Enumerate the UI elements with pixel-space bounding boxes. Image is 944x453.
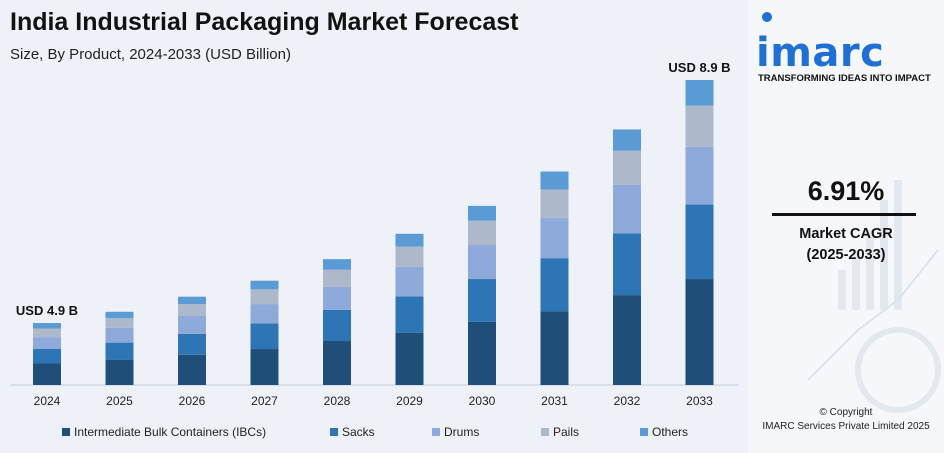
background-decoration: [807, 180, 941, 413]
bar-segment-2028-3: [323, 269, 351, 287]
chart-title: India Industrial Packaging Market Foreca…: [10, 8, 519, 36]
bar-segment-2026-1: [178, 333, 206, 355]
bar-segment-2026-2: [178, 315, 206, 334]
x-tick-label: 2024: [34, 394, 61, 408]
legend-label: Sacks: [342, 425, 375, 439]
x-tick-label: 2025: [106, 394, 133, 408]
bar-segment-2029-2: [395, 266, 424, 297]
bar-segment-2025-4: [105, 311, 134, 319]
bar-segment-2028-4: [323, 259, 351, 270]
bar-segment-2024-2: [33, 337, 61, 349]
bar-segment-2032-1: [613, 233, 641, 296]
bar-segment-2033-1: [685, 204, 714, 280]
cagr-value: 6.91%: [807, 176, 885, 206]
bar-segment-2030-3: [468, 220, 496, 246]
logo: imarc: [756, 30, 885, 76]
tagline: TRANSFORMING IDEAS INTO IMPACT: [758, 73, 931, 84]
x-tick-label: 2029: [396, 394, 423, 408]
bar-segment-2029-0: [395, 332, 424, 385]
cagr-label: Market CAGR: [799, 226, 893, 242]
bar-segment-2030-4: [468, 205, 496, 221]
bar-segment-2030-0: [468, 321, 496, 385]
cagr-period: (2025-2033): [806, 247, 886, 263]
legend-item: Pails: [541, 425, 579, 439]
copyright-line-1: © Copyright: [819, 407, 873, 418]
bar-segment-2027-4: [250, 280, 279, 290]
bar-segment-2026-4: [178, 296, 206, 305]
legend-swatch: [640, 428, 648, 436]
x-tick-label: 2032: [614, 394, 641, 408]
bar-segment-2028-2: [323, 286, 351, 310]
bar-segment-2027-0: [250, 349, 279, 385]
bar-segment-2030-1: [468, 279, 496, 322]
bar-segment-2024-4: [33, 323, 61, 329]
bar-segment-2025-0: [105, 359, 134, 385]
bar-segment-2024-1: [33, 348, 61, 364]
legend-swatch: [541, 428, 549, 436]
legend-swatch: [330, 428, 338, 436]
bar-segment-2031-3: [540, 189, 569, 219]
divider: [772, 213, 916, 216]
legend-item: Intermediate Bulk Containers (IBCs): [62, 425, 266, 439]
bar-segment-2032-3: [613, 150, 641, 185]
legend-label: Pails: [553, 425, 580, 439]
bar-segment-2027-3: [250, 289, 279, 305]
bar-segment-2027-2: [250, 304, 279, 324]
logo-dot-icon: [762, 12, 772, 22]
bar-segment-2024-0: [33, 363, 61, 385]
legend-label: Drums: [444, 425, 480, 439]
bar-segment-2028-0: [323, 341, 351, 385]
bar-segment-2026-3: [178, 304, 206, 316]
x-tick-label: 2026: [179, 394, 206, 408]
x-tick-label: 2027: [251, 394, 278, 408]
brand-panel: imarc TRANSFORMING IDEAS INTO IMPACT 6.9…: [748, 0, 944, 453]
legend-item: Others: [640, 425, 688, 439]
chart-subtitle: Size, By Product, 2024-2033 (USD Billion…: [10, 46, 291, 63]
bar-segment-2029-1: [395, 296, 424, 333]
total-annotation: USD 8.9 B: [668, 60, 730, 75]
copyright-line-2: IMARC Services Private Limited 2025: [762, 421, 930, 432]
bar-segment-2029-4: [395, 233, 424, 247]
bar-segment-2031-4: [540, 171, 569, 190]
bar-segment-2030-2: [468, 245, 496, 280]
legend-label: Intermediate Bulk Containers (IBCs): [74, 425, 267, 439]
bar-segment-2028-1: [323, 309, 351, 342]
bar-segment-2025-1: [105, 342, 134, 360]
legend-item: Sacks: [330, 425, 375, 439]
bar-segment-2031-0: [540, 311, 569, 385]
bar-segment-2033-0: [685, 279, 714, 385]
bar-segment-2025-3: [105, 318, 134, 328]
legend-swatch: [432, 428, 440, 436]
bar-segment-2027-1: [250, 323, 279, 350]
legend: Intermediate Bulk Containers (IBCs) Sacks…: [0, 425, 748, 443]
x-tick-label: 2030: [469, 394, 496, 408]
x-tick-label: 2028: [324, 394, 351, 408]
bar-segment-2031-1: [540, 258, 569, 312]
total-annotation: USD 4.9 B: [16, 303, 78, 318]
bar-segment-2026-0: [178, 354, 206, 385]
bar-segment-2032-0: [613, 295, 641, 385]
bar-segment-2033-3: [685, 105, 714, 147]
bar-segment-2024-3: [33, 328, 61, 338]
x-tick-label: 2033: [686, 394, 713, 408]
legend-item: Drums: [432, 425, 479, 439]
bar-segment-2032-2: [613, 184, 641, 234]
x-tick-label: 2031: [541, 394, 568, 408]
bar-segment-2033-2: [685, 146, 714, 205]
bar-segment-2032-4: [613, 129, 641, 151]
bar-segment-2025-2: [105, 327, 134, 343]
bar-segment-2033-4: [685, 80, 714, 106]
stacked-bar-chart: 2024 USD 4.9 B 2025 2026 2027 2028 2029 2030 203…: [10, 60, 738, 408]
chart-panel: India Industrial Packaging Market Foreca…: [0, 0, 748, 453]
bar-segment-2031-2: [540, 218, 569, 259]
legend-label: Others: [652, 425, 689, 439]
bar-segment-2029-3: [395, 246, 424, 267]
legend-swatch: [62, 428, 70, 436]
